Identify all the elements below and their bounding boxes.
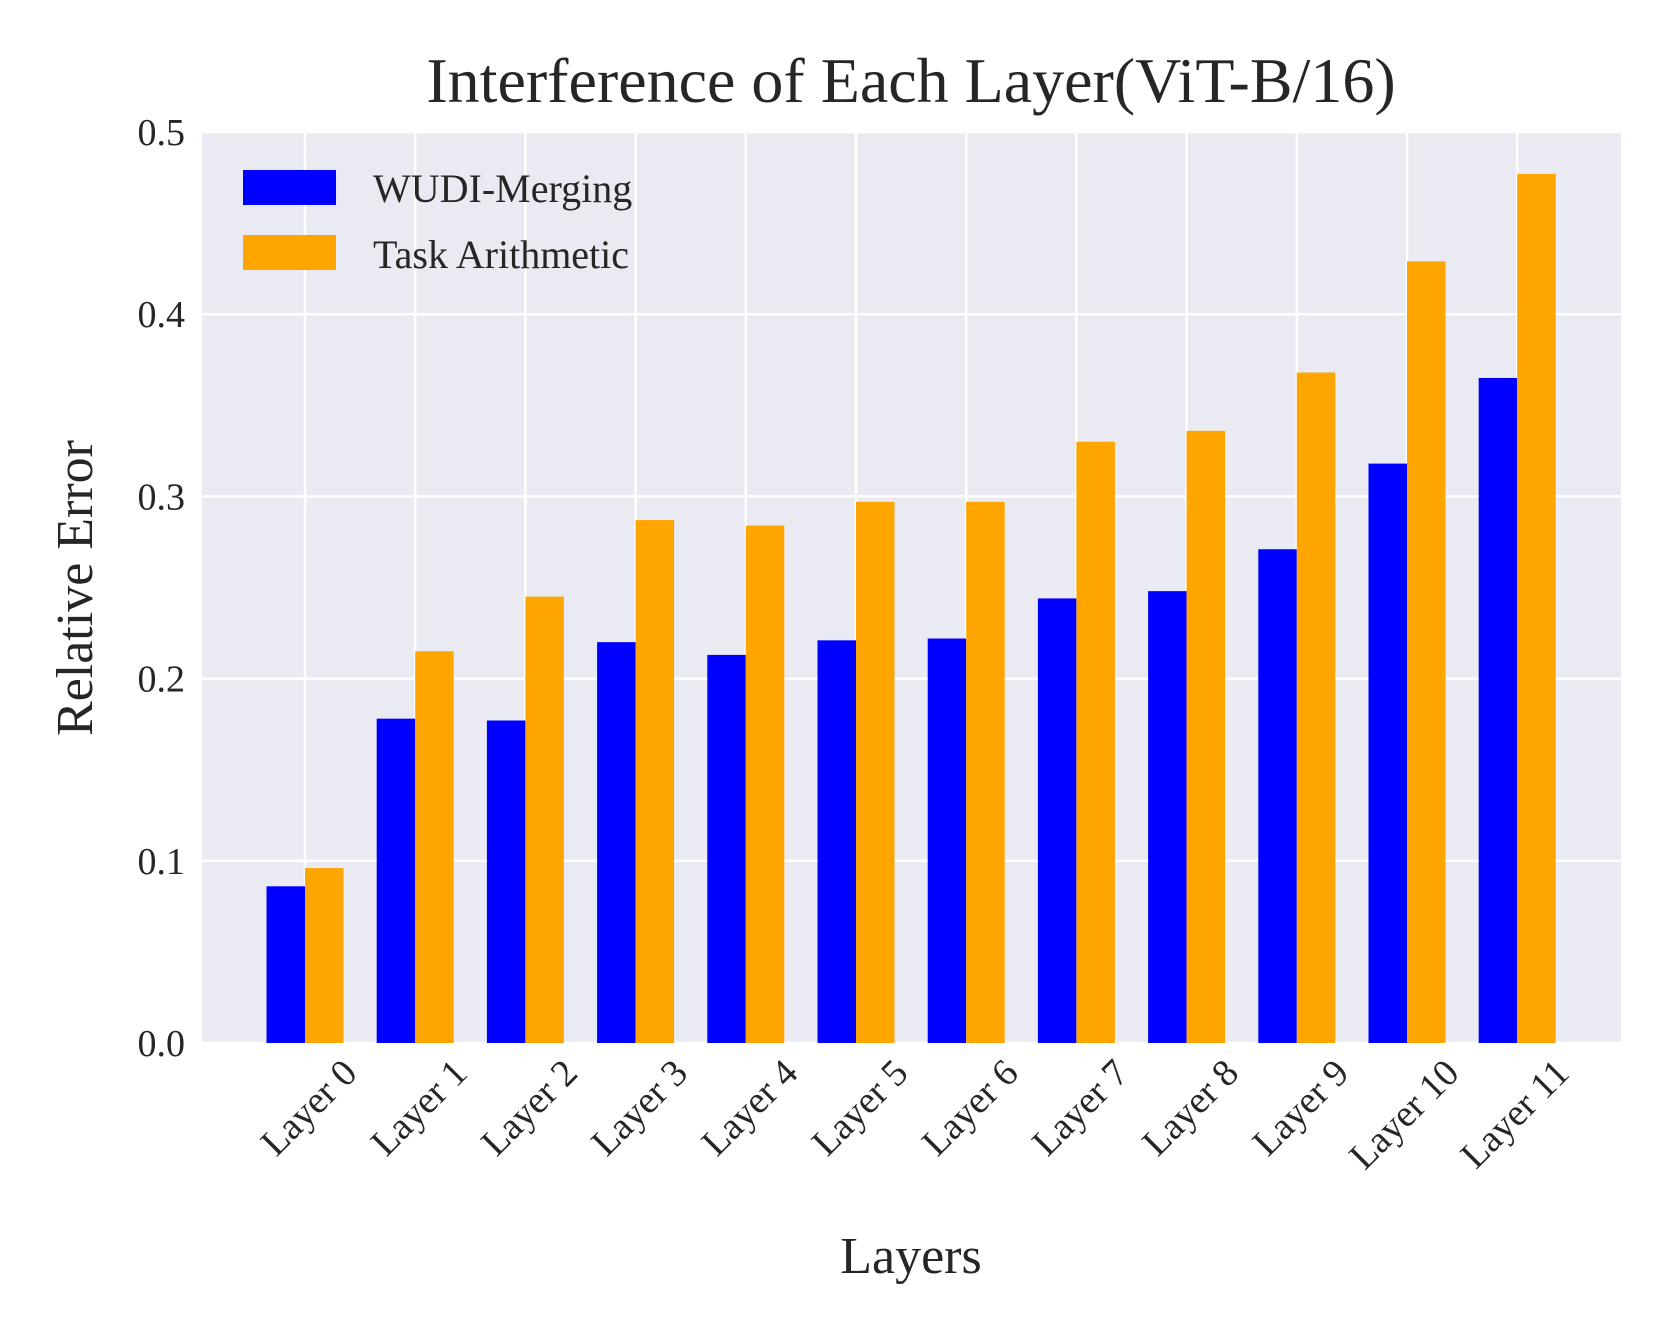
legend-swatch-wudi xyxy=(243,170,336,205)
bar-wudi-merging xyxy=(1368,463,1407,1043)
x-tick-label: Layer 11 xyxy=(1453,1052,1578,1177)
bar-task-arithmetic xyxy=(856,501,895,1044)
x-tick-label: Layer 4 xyxy=(694,1052,807,1165)
bar-wudi-merging xyxy=(376,718,416,1043)
bar-task-arithmetic xyxy=(525,596,564,1043)
bar-wudi-merging xyxy=(597,642,636,1043)
bar-task-arithmetic xyxy=(1186,430,1226,1044)
x-axis-label: Layers xyxy=(840,1228,981,1285)
y-tick-label: 0.3 xyxy=(138,476,186,518)
bar-task-arithmetic xyxy=(1517,173,1556,1043)
bar-wudi-merging xyxy=(1478,377,1518,1044)
x-tick-label: Layer 10 xyxy=(1341,1052,1467,1178)
x-tick-label: Layer 9 xyxy=(1245,1052,1358,1165)
bar-wudi-merging xyxy=(817,640,856,1043)
bar-task-arithmetic xyxy=(415,651,454,1043)
y-tick-labels: 0.0 0.1 0.2 0.3 0.4 0.5 xyxy=(138,112,186,1065)
bar-task-arithmetic xyxy=(305,868,344,1043)
legend-swatch-task-arithmetic xyxy=(243,235,336,270)
bars xyxy=(266,173,1556,1044)
bar-wudi-merging xyxy=(266,886,305,1043)
bar-task-arithmetic xyxy=(1296,372,1336,1043)
bar-task-arithmetic xyxy=(745,525,785,1043)
y-tick-label: 0.4 xyxy=(138,294,186,336)
bar-wudi-merging xyxy=(1037,598,1077,1043)
x-tick-label: Layer 6 xyxy=(914,1052,1027,1165)
x-tick-label: Layer 0 xyxy=(253,1052,366,1165)
legend-label-task-arithmetic: Task Arithmetic xyxy=(373,232,629,277)
x-tick-label: Layer 2 xyxy=(473,1052,586,1165)
bar-task-arithmetic xyxy=(966,501,1005,1044)
y-tick-label: 0.5 xyxy=(138,112,186,154)
y-tick-label: 0.2 xyxy=(138,659,186,701)
y-axis-label: Relative Error xyxy=(47,440,104,736)
x-tick-label: Layer 7 xyxy=(1024,1052,1137,1165)
y-tick-label: 0.0 xyxy=(138,1023,186,1065)
y-tick-label: 0.1 xyxy=(138,841,186,883)
bar-wudi-merging xyxy=(927,638,967,1043)
bar-wudi-merging xyxy=(486,720,526,1043)
bar-wudi-merging xyxy=(707,654,746,1043)
x-tick-label: Layer 1 xyxy=(363,1052,476,1165)
bar-wudi-merging xyxy=(1148,591,1187,1043)
x-tick-label: Layer 3 xyxy=(583,1052,696,1165)
bar-task-arithmetic xyxy=(635,520,675,1043)
x-tick-label: Layer 5 xyxy=(804,1052,917,1165)
bar-task-arithmetic xyxy=(1407,261,1446,1043)
bar-wudi-merging xyxy=(1258,549,1297,1043)
legend: WUDI-Merging Task Arithmetic xyxy=(243,166,632,277)
bar-task-arithmetic xyxy=(1076,441,1115,1043)
chart-title: Interference of Each Layer(ViT-B/16) xyxy=(426,45,1395,116)
legend-label-wudi: WUDI-Merging xyxy=(373,166,632,211)
x-tick-label: Layer 8 xyxy=(1134,1052,1247,1165)
